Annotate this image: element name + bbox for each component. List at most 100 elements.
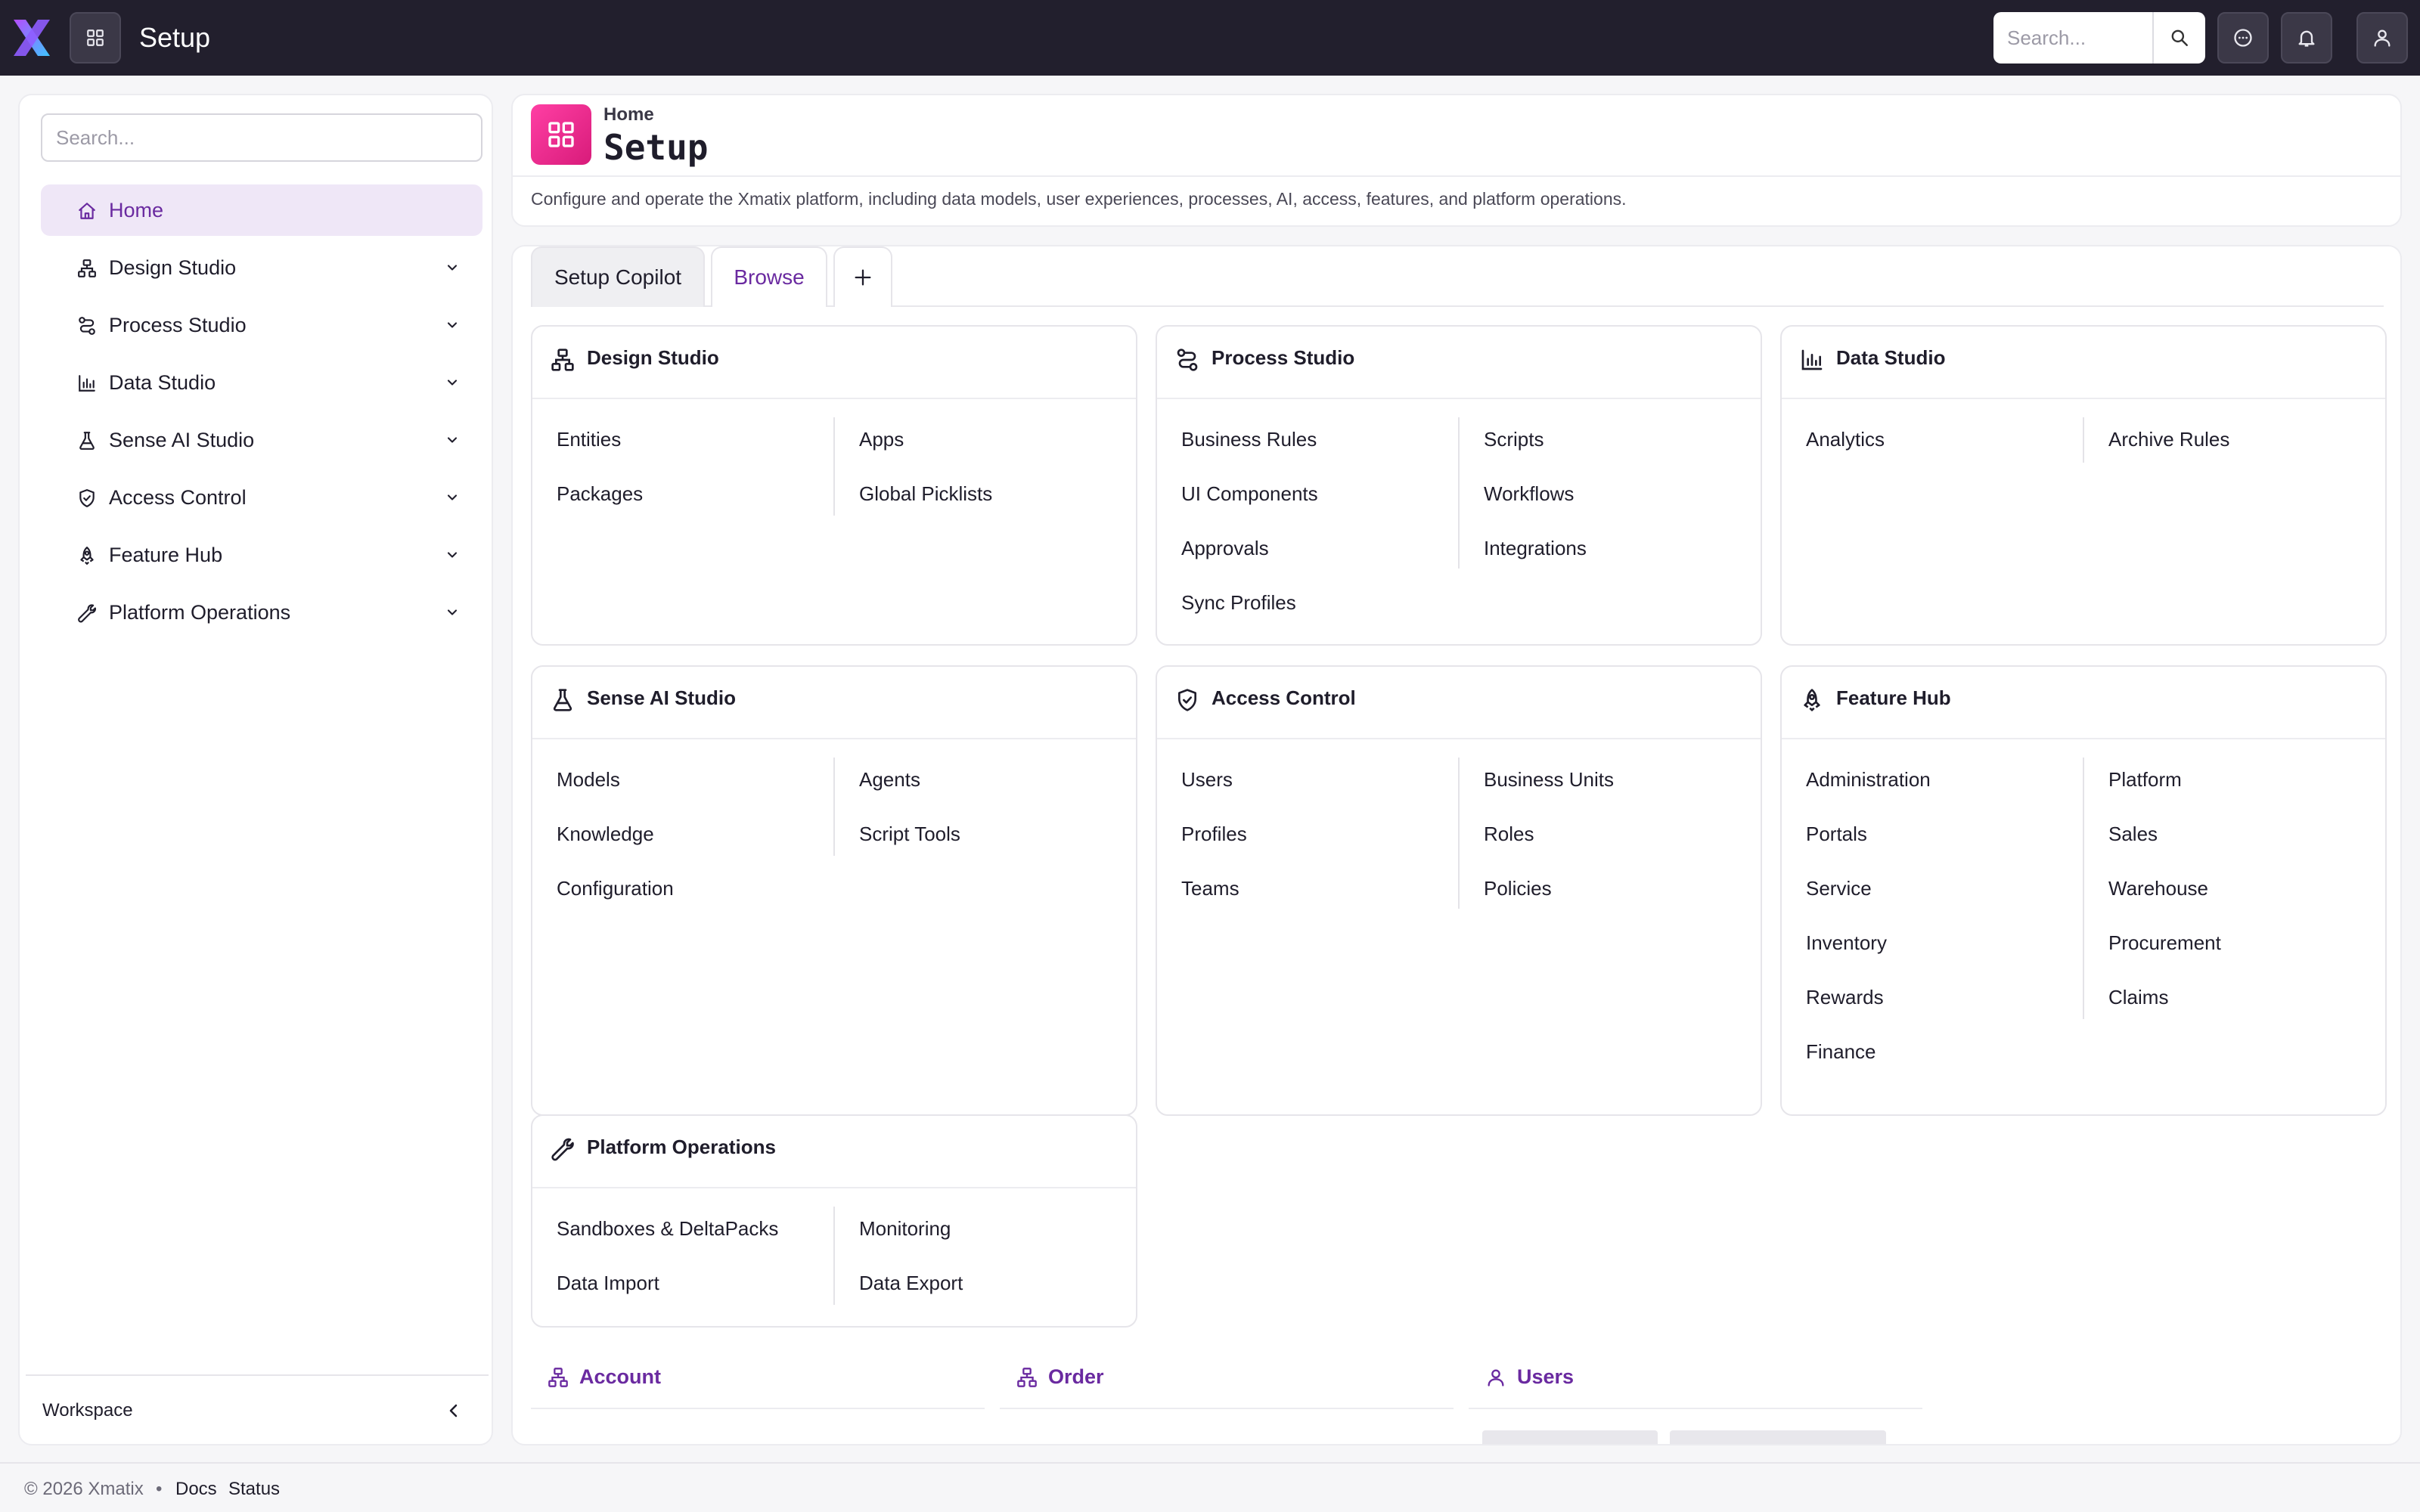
xmatix-logo-icon[interactable] bbox=[11, 17, 53, 59]
global-search-input[interactable] bbox=[1993, 12, 2152, 64]
link-warehouse[interactable]: Warehouse bbox=[2108, 877, 2208, 900]
link-data-export[interactable]: Data Export bbox=[859, 1272, 963, 1294]
chevron-down-icon[interactable] bbox=[445, 547, 460, 562]
tab-browse[interactable]: Browse bbox=[711, 246, 827, 307]
link-packages[interactable]: Packages bbox=[557, 482, 644, 505]
chevron-down-icon[interactable] bbox=[445, 432, 460, 448]
link-approvals[interactable]: Approvals bbox=[1181, 537, 1269, 559]
docs-link[interactable]: Docs bbox=[175, 1479, 217, 1499]
link-finance[interactable]: Finance bbox=[1806, 1040, 1876, 1063]
link-configuration[interactable]: Configuration bbox=[557, 877, 674, 900]
link-inventory[interactable]: Inventory bbox=[1806, 931, 1887, 954]
link-users[interactable]: Users bbox=[1181, 768, 1233, 791]
column-divider bbox=[2083, 417, 2084, 463]
sidebar-item-process-studio[interactable]: Process Studio bbox=[41, 299, 482, 351]
link-global-picklists[interactable]: Global Picklists bbox=[859, 482, 993, 505]
link-knowledge[interactable]: Knowledge bbox=[557, 823, 654, 845]
link-platform[interactable]: Platform bbox=[2108, 768, 2182, 791]
card-title: Process Studio bbox=[1212, 346, 1355, 369]
sidebar-item-data-studio[interactable]: Data Studio bbox=[41, 357, 482, 408]
object-link-order[interactable]: Order bbox=[1000, 1350, 1454, 1409]
link-business-rules[interactable]: Business Rules bbox=[1181, 428, 1317, 451]
link-business-units[interactable]: Business Units bbox=[1484, 768, 1614, 791]
chevron-down-icon[interactable] bbox=[445, 605, 460, 620]
chevron-down-icon[interactable] bbox=[445, 260, 460, 275]
sidebar-item-design-studio[interactable]: Design Studio bbox=[41, 242, 482, 293]
link-script-tools[interactable]: Script Tools bbox=[859, 823, 960, 845]
sidebar-search-input[interactable] bbox=[41, 113, 482, 162]
route-icon bbox=[77, 316, 97, 336]
link-claims[interactable]: Claims bbox=[2108, 986, 2169, 1009]
link-portals[interactable]: Portals bbox=[1806, 823, 1867, 845]
sidebar-item-sense-ai-studio[interactable]: Sense AI Studio bbox=[41, 414, 482, 466]
sidebar-item-home[interactable]: Home bbox=[41, 184, 482, 236]
card-platform-operations: Platform Operations Sandboxes & DeltaPac… bbox=[531, 1114, 1137, 1328]
object-link-account[interactable]: Account bbox=[531, 1350, 985, 1409]
card-title: Feature Hub bbox=[1836, 686, 1951, 709]
chevron-down-icon[interactable] bbox=[445, 375, 460, 390]
card-header: Feature Hub bbox=[1782, 667, 2385, 739]
card-title: Access Control bbox=[1212, 686, 1356, 709]
chat-button[interactable] bbox=[2217, 12, 2269, 64]
card-header: Access Control bbox=[1157, 667, 1761, 739]
add-tab-button[interactable] bbox=[833, 246, 892, 307]
bar-chart-icon bbox=[1800, 348, 1824, 372]
link-service[interactable]: Service bbox=[1806, 877, 1872, 900]
search-icon bbox=[2171, 29, 2188, 46]
link-data-import[interactable]: Data Import bbox=[557, 1272, 659, 1294]
sitemap-icon bbox=[551, 348, 575, 372]
chevron-down-icon[interactable] bbox=[445, 318, 460, 333]
column-divider bbox=[2083, 758, 2084, 1019]
link-teams[interactable]: Teams bbox=[1181, 877, 1239, 900]
column-divider bbox=[833, 1207, 835, 1305]
link-apps[interactable]: Apps bbox=[859, 428, 904, 451]
link-policies[interactable]: Policies bbox=[1484, 877, 1552, 900]
user-menu-button[interactable] bbox=[2356, 12, 2408, 64]
wrench-icon bbox=[77, 603, 97, 623]
card-header: Process Studio bbox=[1157, 327, 1761, 399]
grid-icon bbox=[546, 119, 576, 150]
bell-icon bbox=[2298, 30, 2315, 47]
sidebar-item-feature-hub[interactable]: Feature Hub bbox=[41, 529, 482, 581]
breadcrumb[interactable]: Home bbox=[603, 104, 654, 125]
link-procurement[interactable]: Procurement bbox=[2108, 931, 2221, 954]
link-sales[interactable]: Sales bbox=[2108, 823, 2158, 845]
copyright-text: © 2026 Xmatix bbox=[24, 1479, 144, 1499]
object-link-users[interactable]: Users bbox=[1469, 1350, 1922, 1409]
link-entities[interactable]: Entities bbox=[557, 428, 622, 451]
link-sync-profiles[interactable]: Sync Profiles bbox=[1181, 591, 1296, 614]
link-workflows[interactable]: Workflows bbox=[1484, 482, 1575, 505]
status-link[interactable]: Status bbox=[228, 1479, 281, 1499]
tab-setup-copilot[interactable]: Setup Copilot bbox=[531, 246, 705, 307]
rocket-icon bbox=[1800, 688, 1824, 712]
link-profiles[interactable]: Profiles bbox=[1181, 823, 1247, 845]
link-rewards[interactable]: Rewards bbox=[1806, 986, 1884, 1009]
notifications-button[interactable] bbox=[2281, 12, 2332, 64]
link-integrations[interactable]: Integrations bbox=[1484, 537, 1587, 559]
link-agents[interactable]: Agents bbox=[859, 768, 920, 791]
sidebar-item-access-control[interactable]: Access Control bbox=[41, 472, 482, 523]
link-analytics[interactable]: Analytics bbox=[1806, 428, 1885, 451]
card-title: Data Studio bbox=[1836, 346, 1946, 369]
link-administration[interactable]: Administration bbox=[1806, 768, 1931, 791]
chevron-down-icon[interactable] bbox=[445, 490, 460, 505]
sitemap-icon bbox=[1016, 1367, 1038, 1388]
sidebar-item-label: Feature Hub bbox=[109, 544, 223, 566]
link-ui-components[interactable]: UI Components bbox=[1181, 482, 1318, 505]
card-sense-ai-studio: Sense AI Studio Models Agents Knowledge … bbox=[531, 665, 1137, 1116]
card-title: Sense AI Studio bbox=[587, 686, 736, 709]
link-models[interactable]: Models bbox=[557, 768, 620, 791]
collapse-sidebar-button[interactable] bbox=[440, 1397, 467, 1424]
app-launcher-button[interactable] bbox=[70, 12, 121, 64]
column-divider bbox=[1458, 758, 1460, 909]
sidebar-item-label: Platform Operations bbox=[109, 601, 291, 624]
link-roles[interactable]: Roles bbox=[1484, 823, 1534, 845]
link-scripts[interactable]: Scripts bbox=[1484, 428, 1544, 451]
global-search-button[interactable] bbox=[2152, 12, 2205, 64]
link-monitoring[interactable]: Monitoring bbox=[859, 1217, 951, 1240]
sidebar-item-platform-operations[interactable]: Platform Operations bbox=[41, 587, 482, 638]
link-archive-rules[interactable]: Archive Rules bbox=[2108, 428, 2230, 451]
sidebar-item-label: Process Studio bbox=[109, 314, 247, 336]
footer-separator: • bbox=[156, 1479, 163, 1499]
link-sandboxes-deltapacks[interactable]: Sandboxes & DeltaPacks bbox=[557, 1217, 779, 1240]
